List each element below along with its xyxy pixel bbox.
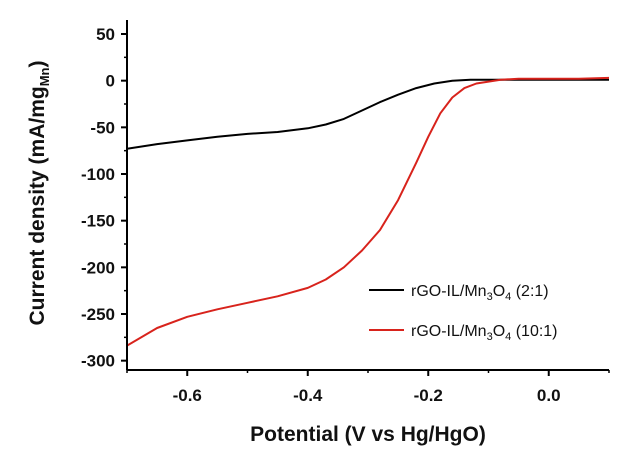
legend-label-series-2-mid: O bbox=[493, 323, 505, 340]
x-axis-title: Potential (V vs Hg/HgO) bbox=[250, 423, 486, 446]
legend-label-series-2-suffix: (10:1) bbox=[511, 323, 557, 340]
legend-label-series-1-mid: O bbox=[493, 283, 505, 300]
x-tick-label: -0.2 bbox=[414, 386, 443, 405]
plot-area bbox=[127, 76, 609, 347]
legend-label-series-2-sub1: 3 bbox=[487, 331, 493, 343]
y-axis-title-unit-sub: Mn bbox=[37, 67, 52, 86]
legend-label-series-2-sub2: 4 bbox=[505, 331, 511, 343]
x-tick-label: 0.0 bbox=[537, 386, 561, 405]
y-tick-label: 0 bbox=[106, 72, 115, 91]
y-axis-title: Current density (mA/mgMn) bbox=[26, 61, 52, 326]
y-tick-label: -150 bbox=[81, 212, 115, 231]
y-tick-label: -250 bbox=[81, 305, 115, 324]
legend-label-series-2-prefix: rGO-IL/Mn bbox=[411, 323, 487, 340]
y-tick-label: -50 bbox=[90, 118, 115, 137]
axes bbox=[126, 20, 609, 371]
ticks: 50 0 -50 -100 -150 -200 -250 -300 -0.6 -0.4 -0.2 0.… bbox=[81, 25, 610, 405]
legend-label-series-1-sub2: 4 bbox=[505, 291, 511, 303]
y-axis-title-main: Current density (mA/mg bbox=[26, 86, 49, 325]
y-tick-label: -300 bbox=[81, 352, 115, 371]
legend-label-series-1-sub1: 3 bbox=[487, 291, 493, 303]
legend-label-series-1-suffix: (2:1) bbox=[511, 283, 548, 300]
legend-label-series-2: rGO-IL/Mn3O4 (10:1) bbox=[411, 323, 558, 343]
legend-label-series-1-prefix: rGO-IL/Mn bbox=[411, 283, 487, 300]
series-line-1 bbox=[127, 78, 609, 150]
x-tick-label: -0.6 bbox=[173, 386, 202, 405]
y-tick-label: -200 bbox=[81, 258, 115, 277]
y-tick-label: -100 bbox=[81, 165, 115, 184]
x-tick-label: -0.4 bbox=[293, 386, 323, 405]
y-axis-title-close: ) bbox=[26, 61, 49, 68]
legend: rGO-IL/Mn3O4 (2:1) rGO-IL/Mn3O4 (10:1) bbox=[369, 283, 558, 343]
y-tick-label: 50 bbox=[96, 25, 115, 44]
series-line-2 bbox=[127, 76, 609, 347]
legend-label-series-1: rGO-IL/Mn3O4 (2:1) bbox=[411, 283, 549, 303]
